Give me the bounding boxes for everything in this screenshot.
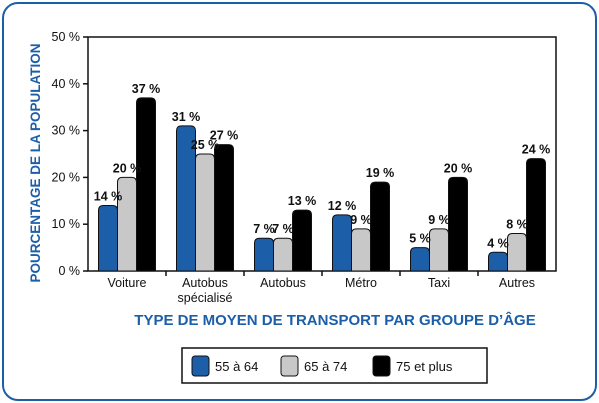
data-label: 5 % [409,232,431,246]
category-label: Taxi [428,276,450,290]
bars [98,97,546,272]
data-label: 12 % [328,199,357,213]
bar [526,158,546,272]
legend-swatch [191,355,210,377]
bar [98,204,118,272]
y-axis-ticks: 0 % 10 % 20 % 30 % 40 % 50 % [52,30,88,278]
y-axis-label: POURCENTAGE DE LA POPULATION [28,43,43,282]
category-label: Voiture [108,276,147,290]
y-tick-label: 0 % [58,264,80,278]
data-label: 19 % [366,166,395,180]
bar [448,176,468,272]
bar [176,125,196,272]
legend-swatch [372,355,391,377]
data-label: 20 % [113,161,142,175]
bar [136,97,156,272]
legend-label: 75 et plus [396,359,453,374]
bar [351,228,371,272]
category-label: Métro [345,276,377,290]
bar [488,251,508,272]
data-label: 4 % [487,236,509,250]
data-label: 7 % [272,222,294,236]
y-tick-label: 40 % [52,77,81,91]
bar [254,237,274,272]
data-label: 24 % [522,143,551,157]
category-label: spécialisé [178,291,233,305]
bar [332,214,352,272]
data-label: 37 % [132,82,161,96]
data-label: 9 % [350,213,372,227]
data-label: 25 % [191,138,220,152]
y-tick-label: 50 % [52,30,81,44]
data-label: 13 % [288,194,317,208]
legend-box [181,347,488,384]
y-tick-label: 20 % [52,170,81,184]
bar [214,144,234,272]
data-label: 14 % [94,189,123,203]
y-tick-label: 30 % [52,124,81,138]
plot-area [87,36,557,272]
bar [292,209,312,272]
x-axis-label: TYPE DE MOYEN DE TRANSPORT PAR GROUPE D’… [134,311,535,329]
data-label: 27 % [210,129,239,143]
bar [507,233,527,272]
data-label: 9 % [428,213,450,227]
data-labels: 14 %20 %37 %31 %25 %27 %7 %7 %13 % 12 %9 … [94,82,551,250]
legend-label: 55 à 64 [215,359,258,374]
bar [429,228,449,272]
data-label: 31 % [172,110,201,124]
data-label: 7 % [253,222,275,236]
bar [370,181,390,272]
y-tick-label: 10 % [52,217,81,231]
bar [195,153,215,272]
category-label: Autobus [260,276,306,290]
legend-label: 65 à 74 [304,359,347,374]
bar [410,247,430,272]
category-label: Autobus [182,276,228,290]
category-label: Autres [499,276,535,290]
bar [273,237,293,272]
legend: 55 à 64 65 à 74 75 et plus [191,355,453,377]
legend-swatch [280,355,299,377]
data-label: 8 % [506,218,528,232]
data-label: 20 % [444,161,473,175]
